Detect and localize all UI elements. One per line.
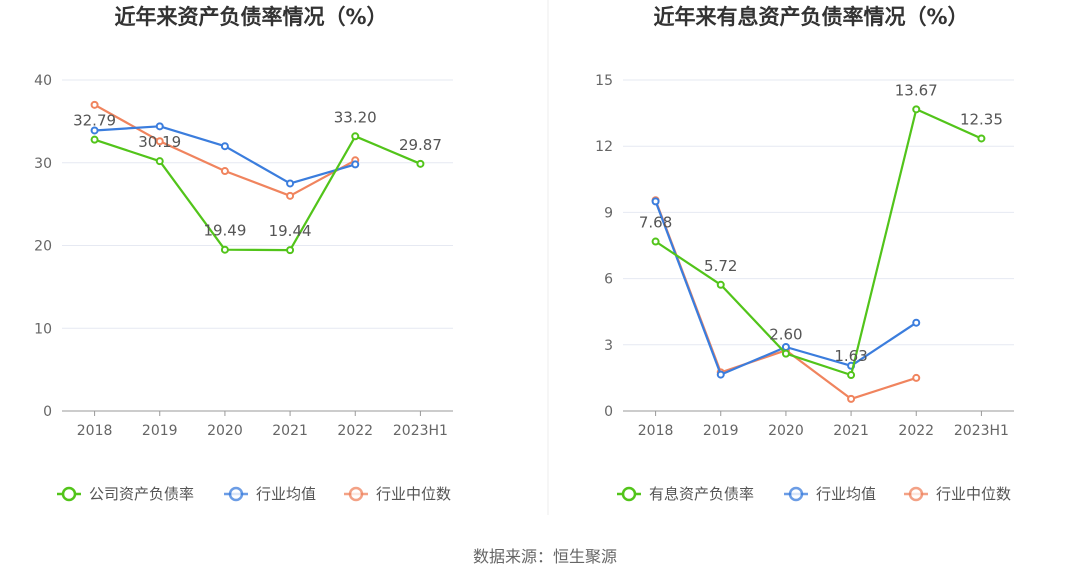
x-tick-label: 2020 (207, 423, 243, 439)
data-label: 2.60 (769, 326, 802, 344)
data-label: 5.72 (704, 257, 737, 275)
data-point[interactable] (155, 122, 164, 131)
y-tick-label: 0 (604, 404, 613, 420)
data-point[interactable] (781, 349, 790, 358)
data-point[interactable] (651, 197, 660, 206)
legend-label: 行业均值 (816, 485, 876, 503)
data-point[interactable] (912, 105, 921, 114)
x-tick-label: 2021 (833, 423, 869, 439)
legend-swatch-marker (788, 486, 804, 502)
data-point[interactable] (351, 160, 360, 169)
x-tick-label: 2022 (337, 423, 373, 439)
legend-item-1[interactable]: 公司资产负债率 (57, 485, 194, 503)
data-point[interactable] (90, 126, 99, 135)
data-label: 7.68 (639, 214, 672, 232)
data-point[interactable] (847, 394, 856, 403)
series-1: 32.79 30.19 19.49 19.44 33.20 29.87 (73, 108, 442, 255)
x-tick-label: 2019 (142, 423, 178, 439)
legend-swatch-marker (908, 486, 924, 502)
data-point[interactable] (220, 245, 229, 254)
data-source-note: 数据来源：恒生聚源 (472, 547, 617, 566)
legend-swatch-marker (348, 486, 364, 502)
x-tick-label: 2018 (77, 423, 113, 439)
data-point[interactable] (220, 142, 229, 151)
series-2 (651, 197, 921, 379)
legend-label: 行业中位数 (936, 485, 1011, 503)
data-point[interactable] (416, 159, 425, 168)
data-label: 33.20 (334, 108, 377, 126)
x-tick-label: 2021 (272, 423, 308, 439)
data-label: 1.63 (834, 347, 867, 365)
data-label: 13.67 (895, 81, 938, 99)
y-tick-label: 30 (34, 156, 52, 172)
series-line (654, 108, 982, 377)
legend-item-3[interactable]: 行业中位数 (344, 485, 451, 503)
y-tick-label: 12 (595, 139, 613, 155)
data-point[interactable] (220, 167, 229, 176)
x-tick-label: 2023H1 (954, 423, 1009, 439)
legend-swatch-marker (61, 486, 77, 502)
series-1: 7.68 5.72 2.60 1.63 13.67 12.35 (639, 81, 1003, 380)
chart-title: 近年来有息资产负债率情况（%） (653, 5, 968, 29)
x-tick-label: 2019 (703, 423, 739, 439)
y-tick-label: 15 (595, 73, 613, 89)
y-tick-label: 9 (604, 205, 613, 221)
y-tick-label: 10 (34, 321, 52, 337)
data-point[interactable] (847, 371, 856, 380)
y-tick-label: 0 (43, 404, 52, 420)
legend-swatch-marker (621, 486, 637, 502)
data-point[interactable] (286, 191, 295, 200)
legend-label: 公司资产负债率 (89, 485, 194, 503)
y-tick-label: 40 (34, 73, 52, 89)
legend-swatch-marker (228, 486, 244, 502)
legend-label: 有息资产负债率 (649, 485, 754, 503)
series-2 (90, 122, 360, 188)
data-point[interactable] (781, 343, 790, 352)
data-point[interactable] (912, 318, 921, 327)
data-point[interactable] (912, 373, 921, 382)
data-point[interactable] (716, 280, 725, 289)
data-label: 12.35 (960, 110, 1003, 128)
chart-title: 近年来资产负债率情况（%） (114, 5, 387, 29)
chart-1: 近年来资产负债率情况（%） 0 10 20 30 40 2018 2019 2020 2021 20… (34, 5, 453, 503)
data-point[interactable] (651, 237, 660, 246)
series-line (94, 135, 421, 252)
legend-item-2[interactable]: 行业均值 (224, 485, 316, 503)
data-label: 32.79 (73, 112, 116, 130)
legend-item-1[interactable]: 有息资产负债率 (617, 485, 754, 503)
data-label: 19.44 (269, 222, 312, 240)
data-point[interactable] (977, 134, 986, 143)
x-tick-label: 2020 (768, 423, 804, 439)
x-tick-label: 2022 (898, 423, 934, 439)
legend-label: 行业均值 (256, 485, 316, 503)
data-label: 29.87 (399, 136, 442, 154)
series-line (654, 199, 917, 400)
data-label: 19.49 (203, 222, 246, 240)
data-point[interactable] (90, 100, 99, 109)
legend-item-3[interactable]: 行业中位数 (904, 485, 1011, 503)
y-tick-label: 6 (604, 272, 613, 288)
x-tick-label: 2018 (638, 423, 674, 439)
y-tick-label: 20 (34, 239, 52, 255)
series-line (94, 103, 356, 197)
legend-item-2[interactable]: 行业均值 (784, 485, 876, 503)
y-tick-label: 3 (604, 338, 613, 354)
data-point[interactable] (155, 137, 164, 146)
data-label: 30.19 (138, 133, 181, 151)
data-point[interactable] (155, 157, 164, 166)
chart-2: 近年来有息资产负债率情况（%） 0 3 6 9 12 15 2018 2019 2020 2021 2… (595, 5, 1014, 503)
series-3 (90, 100, 360, 200)
data-point[interactable] (90, 135, 99, 144)
data-point[interactable] (286, 246, 295, 255)
legend-label: 行业中位数 (376, 485, 451, 503)
x-tick-label: 2023H1 (393, 423, 448, 439)
data-point[interactable] (716, 370, 725, 379)
data-point[interactable] (351, 132, 360, 141)
data-point[interactable] (286, 179, 295, 188)
